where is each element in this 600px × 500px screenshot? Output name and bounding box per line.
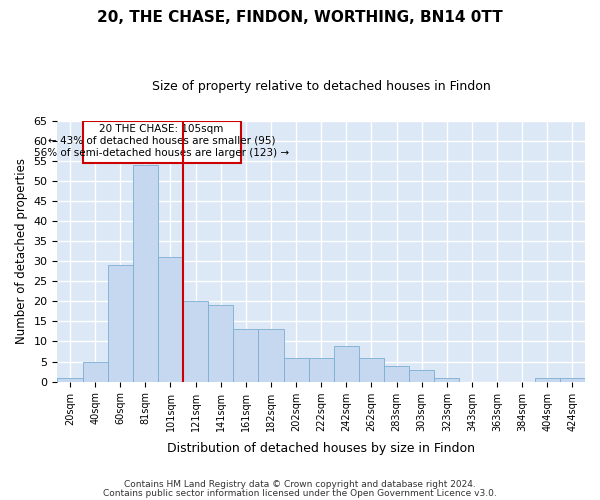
- Bar: [233, 330, 259, 382]
- Bar: [359, 358, 384, 382]
- Bar: [208, 306, 233, 382]
- Text: 56% of semi-detached houses are larger (123) →: 56% of semi-detached houses are larger (…: [34, 148, 289, 158]
- Bar: [133, 164, 158, 382]
- Text: 20 THE CHASE: 105sqm: 20 THE CHASE: 105sqm: [100, 124, 224, 134]
- Text: 20, THE CHASE, FINDON, WORTHING, BN14 0TT: 20, THE CHASE, FINDON, WORTHING, BN14 0T…: [97, 10, 503, 25]
- Bar: [334, 346, 359, 382]
- Title: Size of property relative to detached houses in Findon: Size of property relative to detached ho…: [152, 80, 491, 93]
- Text: Contains public sector information licensed under the Open Government Licence v3: Contains public sector information licen…: [103, 488, 497, 498]
- Bar: [308, 358, 334, 382]
- Bar: [560, 378, 585, 382]
- Bar: [409, 370, 434, 382]
- X-axis label: Distribution of detached houses by size in Findon: Distribution of detached houses by size …: [167, 442, 475, 455]
- Bar: [384, 366, 409, 382]
- Bar: [535, 378, 560, 382]
- Bar: [259, 330, 284, 382]
- Bar: [284, 358, 308, 382]
- Bar: [83, 120, 241, 162]
- Bar: [434, 378, 460, 382]
- Text: Contains HM Land Registry data © Crown copyright and database right 2024.: Contains HM Land Registry data © Crown c…: [124, 480, 476, 489]
- Bar: [183, 302, 208, 382]
- Y-axis label: Number of detached properties: Number of detached properties: [15, 158, 28, 344]
- Bar: [158, 257, 183, 382]
- Bar: [83, 362, 107, 382]
- Bar: [58, 378, 83, 382]
- Bar: [107, 265, 133, 382]
- Text: ← 43% of detached houses are smaller (95): ← 43% of detached houses are smaller (95…: [48, 136, 275, 145]
